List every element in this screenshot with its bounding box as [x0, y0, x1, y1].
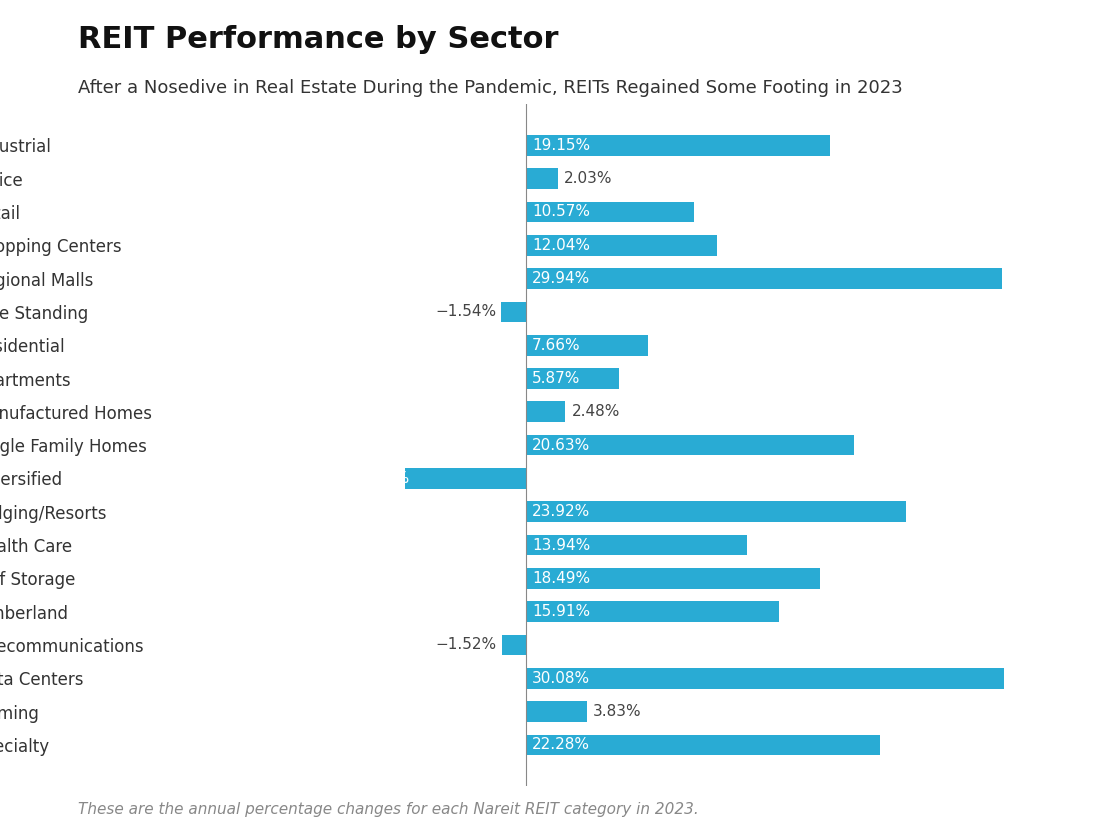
Bar: [526, 369, 619, 389]
Text: −7.59%: −7.59%: [348, 471, 410, 486]
Bar: [526, 735, 881, 755]
Bar: [526, 402, 565, 422]
Text: After a Nosedive in Real Estate During the Pandemic, REITs Regained Some Footing: After a Nosedive in Real Estate During t…: [78, 79, 903, 97]
Text: REIT Performance by Sector: REIT Performance by Sector: [78, 25, 559, 54]
Text: 10.57%: 10.57%: [532, 205, 590, 220]
Bar: [526, 568, 820, 589]
Bar: [526, 435, 854, 455]
Text: 2.48%: 2.48%: [571, 404, 619, 419]
Text: 23.92%: 23.92%: [532, 504, 590, 519]
Bar: [526, 668, 1004, 689]
Text: 29.94%: 29.94%: [532, 271, 590, 286]
Bar: [526, 268, 1002, 289]
Bar: [526, 602, 779, 622]
Text: 30.08%: 30.08%: [532, 671, 590, 686]
Bar: [405, 468, 526, 488]
Bar: [526, 201, 694, 222]
Text: 7.66%: 7.66%: [532, 338, 580, 353]
Text: 12.04%: 12.04%: [532, 238, 590, 253]
Bar: [526, 168, 558, 189]
Text: 5.87%: 5.87%: [532, 371, 580, 386]
Bar: [526, 502, 906, 522]
Text: 2.03%: 2.03%: [565, 171, 613, 186]
Text: −1.54%: −1.54%: [435, 305, 497, 319]
Bar: [526, 334, 647, 355]
Text: 22.28%: 22.28%: [532, 737, 590, 752]
Bar: [526, 235, 718, 255]
Bar: [501, 301, 526, 322]
Text: These are the annual percentage changes for each Nareit REIT category in 2023.: These are the annual percentage changes …: [78, 802, 699, 817]
Bar: [526, 135, 830, 156]
Text: 18.49%: 18.49%: [532, 571, 590, 586]
Text: 19.15%: 19.15%: [532, 138, 590, 153]
Text: −1.52%: −1.52%: [435, 637, 497, 652]
Bar: [526, 701, 587, 722]
Bar: [526, 535, 748, 556]
Text: 13.94%: 13.94%: [532, 537, 590, 552]
Bar: [501, 635, 526, 656]
Text: 20.63%: 20.63%: [532, 438, 590, 453]
Text: 15.91%: 15.91%: [532, 604, 590, 619]
Text: 3.83%: 3.83%: [593, 704, 642, 719]
